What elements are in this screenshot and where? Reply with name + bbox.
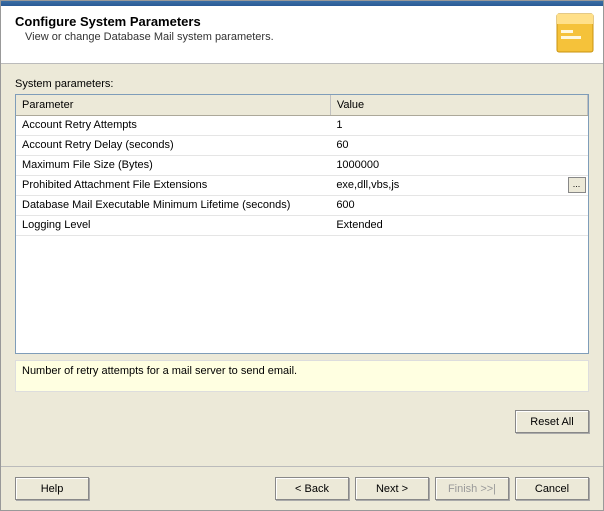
param-cell[interactable]: Prohibited Attachment File Extensions (16, 175, 330, 195)
value-cell[interactable]: 1 (330, 115, 587, 135)
table-row[interactable]: Account Retry Attempts1 (16, 115, 588, 135)
value-cell[interactable]: 1000000 (330, 155, 587, 175)
mail-config-icon (551, 10, 597, 56)
cancel-button[interactable]: Cancel (515, 477, 589, 500)
param-cell[interactable]: Logging Level (16, 215, 330, 235)
section-label: System parameters: (15, 78, 589, 90)
back-button[interactable]: < Back (275, 477, 349, 500)
page-title: Configure System Parameters (15, 14, 589, 29)
parameters-grid[interactable]: Parameter Value Account Retry Attempts1A… (15, 94, 589, 354)
reset-row: Reset All (15, 410, 589, 433)
param-cell[interactable]: Database Mail Executable Minimum Lifetim… (16, 195, 330, 215)
grid-empty-area (16, 236, 588, 354)
value-cell[interactable]: 60 (330, 135, 587, 155)
page-subtitle: View or change Database Mail system para… (25, 31, 589, 43)
reset-all-button[interactable]: Reset All (515, 410, 589, 433)
value-cell[interactable]: exe,dll,vbs,js... (330, 175, 587, 195)
value-cell[interactable]: 600 (330, 195, 587, 215)
table-row[interactable]: Maximum File Size (Bytes)1000000 (16, 155, 588, 175)
parameters-table: Parameter Value Account Retry Attempts1A… (16, 95, 588, 236)
table-row[interactable]: Database Mail Executable Minimum Lifetim… (16, 195, 588, 215)
table-header-row: Parameter Value (16, 95, 588, 115)
next-button[interactable]: Next > (355, 477, 429, 500)
wizard-footer: Help < Back Next > Finish >>| Cancel (1, 466, 603, 510)
wizard-dialog: Configure System Parameters View or chan… (0, 0, 604, 511)
table-row[interactable]: Logging LevelExtended (16, 215, 588, 235)
table-row[interactable]: Prohibited Attachment File Extensionsexe… (16, 175, 588, 195)
help-button[interactable]: Help (15, 477, 89, 500)
table-row[interactable]: Account Retry Delay (seconds)60 (16, 135, 588, 155)
finish-button[interactable]: Finish >>| (435, 477, 509, 500)
wizard-header: Configure System Parameters View or chan… (1, 6, 603, 64)
ellipsis-button[interactable]: ... (568, 177, 586, 193)
hint-text: Number of retry attempts for a mail serv… (22, 365, 297, 377)
col-header-parameter[interactable]: Parameter (16, 95, 330, 115)
hint-panel: Number of retry attempts for a mail serv… (15, 360, 589, 392)
param-cell[interactable]: Account Retry Delay (seconds) (16, 135, 330, 155)
col-header-value[interactable]: Value (330, 95, 587, 115)
param-cell[interactable]: Maximum File Size (Bytes) (16, 155, 330, 175)
value-cell[interactable]: Extended (330, 215, 587, 235)
param-cell[interactable]: Account Retry Attempts (16, 115, 330, 135)
wizard-body: System parameters: Parameter Value Accou… (1, 64, 603, 466)
